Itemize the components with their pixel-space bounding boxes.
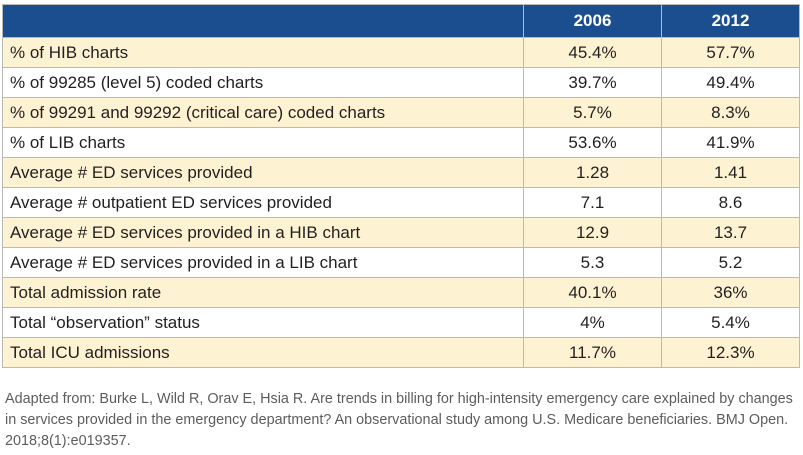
value-2012: 13.7 (661, 217, 800, 248)
value-2012: 41.9% (661, 127, 800, 158)
row-label: Total admission rate (2, 277, 524, 308)
table-row: Average # ED services provided 1.28 1.41 (2, 157, 800, 188)
table-header-row: 2006 2012 (2, 4, 800, 38)
value-2006: 39.7% (523, 67, 662, 98)
value-2012: 5.4% (661, 307, 800, 338)
value-2006: 53.6% (523, 127, 662, 158)
row-label: Average # ED services provided in a LIB … (2, 247, 524, 278)
value-2006: 5.3 (523, 247, 662, 278)
value-2012: 36% (661, 277, 800, 308)
value-2012: 8.6 (661, 187, 800, 218)
value-2012: 57.7% (661, 37, 800, 68)
row-label: % of 99285 (level 5) coded charts (2, 67, 524, 98)
row-label: % of LIB charts (2, 127, 524, 158)
value-2006: 12.9 (523, 217, 662, 248)
value-2006: 1.28 (523, 157, 662, 188)
row-label: Total ICU admissions (2, 337, 524, 368)
value-2006: 5.7% (523, 97, 662, 128)
header-cell-2012: 2012 (661, 4, 800, 38)
table-body: % of HIB charts 45.4% 57.7%% of 99285 (lev… (2, 37, 800, 368)
row-label: Average # outpatient ED services provide… (2, 187, 524, 218)
header-cell-2006: 2006 (523, 4, 662, 38)
table-row: Total ICU admissions 11.7% 12.3% (2, 337, 800, 368)
table-row: Total “observation” status 4% 5.4% (2, 307, 800, 338)
table-row: % of 99291 and 99292 (critical care) cod… (2, 97, 800, 128)
table-row: % of HIB charts 45.4% 57.7% (2, 37, 800, 68)
value-2012: 49.4% (661, 67, 800, 98)
billing-comparison-table: 2006 2012 % of HIB charts 45.4% 57.7%% of … (2, 4, 800, 368)
table-row: % of 99285 (level 5) coded charts 39.7% 49… (2, 67, 800, 98)
table-row: Total admission rate 40.1% 36% (2, 277, 800, 308)
row-label: Total “observation” status (2, 307, 524, 338)
table-row: Average # ED services provided in a LIB … (2, 247, 800, 278)
value-2006: 11.7% (523, 337, 662, 368)
value-2006: 7.1 (523, 187, 662, 218)
header-cell-metric (2, 4, 524, 38)
row-label: % of HIB charts (2, 37, 524, 68)
source-caption: Adapted from: Burke L, Wild R, Orav E, H… (5, 391, 793, 449)
value-2006: 45.4% (523, 37, 662, 68)
row-label: % of 99291 and 99292 (critical care) cod… (2, 97, 524, 128)
value-2012: 1.41 (661, 157, 800, 188)
value-2012: 8.3% (661, 97, 800, 128)
value-2012: 12.3% (661, 337, 800, 368)
value-2012: 5.2 (661, 247, 800, 278)
table-row: % of LIB charts 53.6% 41.9% (2, 127, 800, 158)
table-row: Average # outpatient ED services provide… (2, 187, 800, 218)
value-2006: 40.1% (523, 277, 662, 308)
table-row: Average # ED services provided in a HIB … (2, 217, 800, 248)
value-2006: 4% (523, 307, 662, 338)
row-label: Average # ED services provided (2, 157, 524, 188)
row-label: Average # ED services provided in a HIB … (2, 217, 524, 248)
